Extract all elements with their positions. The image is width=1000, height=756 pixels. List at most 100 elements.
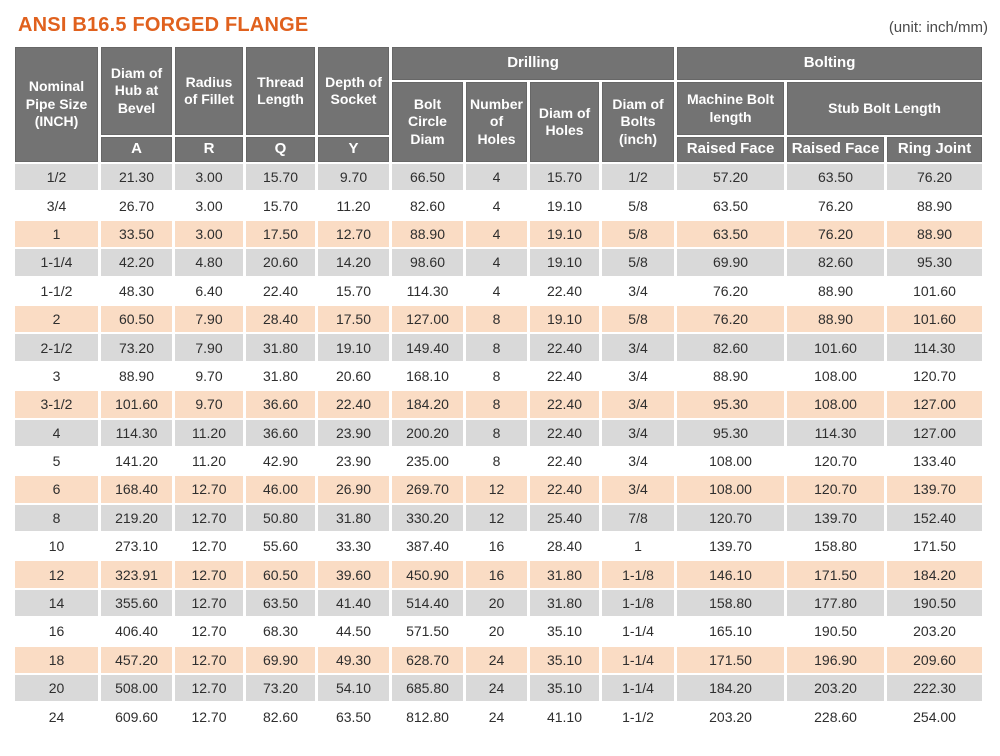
cell: 19.10 bbox=[530, 220, 599, 248]
cell: 12.70 bbox=[175, 618, 243, 645]
cell: 2 bbox=[15, 305, 98, 333]
cell: 88.90 bbox=[887, 220, 983, 248]
cell: 269.70 bbox=[392, 476, 463, 503]
cell: 7.90 bbox=[175, 305, 243, 333]
cell: 139.70 bbox=[787, 504, 885, 532]
cell: 63.50 bbox=[318, 703, 389, 730]
cell: 20 bbox=[15, 675, 98, 702]
cell: 22.40 bbox=[530, 391, 599, 418]
cell: 42.90 bbox=[246, 447, 315, 475]
cell: 95.30 bbox=[887, 249, 983, 276]
cell: 31.80 bbox=[246, 334, 315, 361]
cell: 101.60 bbox=[887, 277, 983, 304]
cell: 8 bbox=[466, 362, 527, 390]
cell: 3/4 bbox=[602, 419, 675, 446]
cell: 114.30 bbox=[787, 419, 885, 446]
cell: 42.20 bbox=[101, 249, 172, 276]
cell: 88.90 bbox=[787, 305, 885, 333]
cell: 12 bbox=[15, 561, 98, 588]
cell: 50.80 bbox=[246, 504, 315, 532]
cell: 1-1/4 bbox=[602, 618, 675, 645]
table-row: 2-1/2 73.20 7.90 31.80 19.10 149.40 8 22.40 3/4 8… bbox=[15, 334, 983, 361]
cell: 158.80 bbox=[677, 589, 785, 617]
cell: 60.50 bbox=[246, 561, 315, 588]
col-header-depth-of-socket: Depth of Socket bbox=[318, 47, 389, 135]
cell: 26.90 bbox=[318, 476, 389, 503]
col-subheader-r: R bbox=[175, 137, 243, 162]
group-header-drilling: Drilling bbox=[392, 47, 675, 80]
cell: 1/2 bbox=[15, 164, 98, 191]
cell: 8 bbox=[466, 419, 527, 446]
cell: 35.10 bbox=[530, 618, 599, 645]
cell: 36.60 bbox=[246, 391, 315, 418]
cell: 6 bbox=[15, 476, 98, 503]
cell: 3 bbox=[15, 362, 98, 390]
col-subheader-stub-raised-face: Raised Face bbox=[787, 137, 885, 162]
cell: 9.70 bbox=[318, 164, 389, 191]
cell: 12 bbox=[466, 504, 527, 532]
cell: 1-1/8 bbox=[602, 589, 675, 617]
cell: 1-1/4 bbox=[602, 646, 675, 674]
cell: 184.20 bbox=[392, 391, 463, 418]
cell: 10 bbox=[15, 533, 98, 560]
cell: 4 bbox=[466, 164, 527, 191]
table-row: 1/2 21.30 3.00 15.70 9.70 66.50 4 15.70 1/2 57.20… bbox=[15, 164, 983, 191]
header-row-groups: Nominal Pipe Size (INCH) Diam of Hub at … bbox=[15, 47, 983, 162]
cell: 3/4 bbox=[602, 391, 675, 418]
cell: 3/4 bbox=[602, 334, 675, 361]
table-header: Nominal Pipe Size (INCH) Diam of Hub at … bbox=[15, 47, 983, 162]
cell: 200.20 bbox=[392, 419, 463, 446]
col-header-stub-bolt-length: Stub Bolt Length bbox=[787, 82, 983, 135]
cell: 63.50 bbox=[677, 220, 785, 248]
cell: 22.40 bbox=[530, 362, 599, 390]
cell: 73.20 bbox=[246, 675, 315, 702]
table-row: 4 114.30 11.20 36.60 23.90 200.20 8 22.40 3/4 95.… bbox=[15, 419, 983, 446]
cell: 17.50 bbox=[246, 220, 315, 248]
cell: 12.70 bbox=[175, 646, 243, 674]
cell: 11.20 bbox=[175, 419, 243, 446]
cell: 133.40 bbox=[887, 447, 983, 475]
cell: 68.30 bbox=[246, 618, 315, 645]
cell: 114.30 bbox=[887, 334, 983, 361]
cell: 76.20 bbox=[887, 164, 983, 191]
cell: 3/4 bbox=[602, 277, 675, 304]
cell: 108.00 bbox=[677, 447, 785, 475]
cell: 19.10 bbox=[530, 192, 599, 219]
header-row-symbols: A R Q Y Raised Face Raised Face Ring Joi… bbox=[15, 137, 983, 162]
cell: 15.70 bbox=[246, 164, 315, 191]
cell: 6.40 bbox=[175, 277, 243, 304]
table-row: 2 60.50 7.90 28.40 17.50 127.00 8 19.10 5/8 76.20… bbox=[15, 305, 983, 333]
cell: 4 bbox=[466, 192, 527, 219]
cell: 168.10 bbox=[392, 362, 463, 390]
cell: 184.20 bbox=[677, 675, 785, 702]
col-header-machine-bolt-length: Machine Bolt length bbox=[677, 82, 785, 135]
cell: 171.50 bbox=[677, 646, 785, 674]
cell: 25.40 bbox=[530, 504, 599, 532]
cell: 82.60 bbox=[677, 334, 785, 361]
cell: 149.40 bbox=[392, 334, 463, 361]
cell: 21.30 bbox=[101, 164, 172, 191]
cell: 146.10 bbox=[677, 561, 785, 588]
cell: 41.10 bbox=[530, 703, 599, 730]
cell: 1-1/8 bbox=[602, 561, 675, 588]
cell: 3.00 bbox=[175, 192, 243, 219]
cell: 17.50 bbox=[318, 305, 389, 333]
cell: 1-1/2 bbox=[602, 703, 675, 730]
cell: 22.40 bbox=[530, 476, 599, 503]
table-row: 18 457.20 12.70 69.90 49.30 628.70 24 35.10 1-1/… bbox=[15, 646, 983, 674]
cell: 14.20 bbox=[318, 249, 389, 276]
cell: 63.50 bbox=[246, 589, 315, 617]
table-row: 1-1/2 48.30 6.40 22.40 15.70 114.30 4 22.40 3/4 7… bbox=[15, 277, 983, 304]
cell: 3/4 bbox=[15, 192, 98, 219]
col-header-bolt-circle-diam: Bolt Circle Diam bbox=[392, 82, 463, 162]
cell: 514.40 bbox=[392, 589, 463, 617]
cell: 812.80 bbox=[392, 703, 463, 730]
col-header-radius-of-fillet: Radius of Fillet bbox=[175, 47, 243, 135]
cell: 22.40 bbox=[530, 334, 599, 361]
cell: 1 bbox=[15, 220, 98, 248]
cell: 171.50 bbox=[887, 533, 983, 560]
cell: 69.90 bbox=[246, 646, 315, 674]
cell: 571.50 bbox=[392, 618, 463, 645]
cell: 406.40 bbox=[101, 618, 172, 645]
cell: 26.70 bbox=[101, 192, 172, 219]
